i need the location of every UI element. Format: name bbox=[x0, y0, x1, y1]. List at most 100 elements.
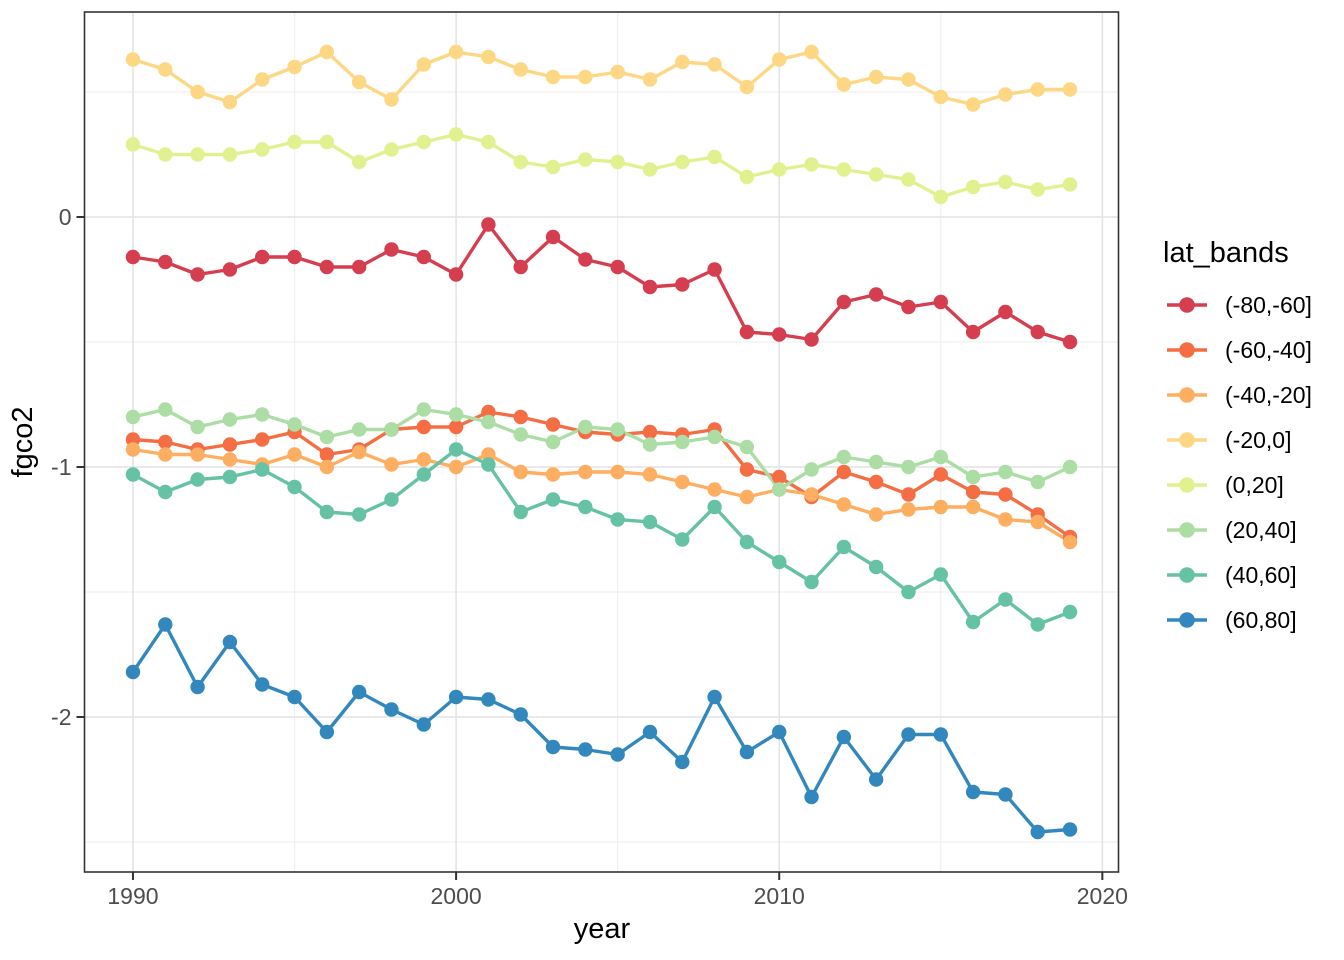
legend-label: (-40,-20] bbox=[1225, 382, 1312, 408]
data-point bbox=[675, 277, 690, 292]
data-point bbox=[804, 332, 819, 347]
data-point bbox=[351, 507, 367, 522]
data-point bbox=[125, 52, 141, 67]
series-points-(20,40] bbox=[125, 402, 1078, 497]
data-point bbox=[772, 162, 787, 177]
data-point bbox=[998, 87, 1013, 102]
data-point bbox=[772, 482, 787, 497]
data-point bbox=[513, 464, 528, 480]
data-point bbox=[1030, 824, 1045, 840]
data-point bbox=[448, 689, 464, 705]
data-point bbox=[416, 467, 431, 482]
data-point bbox=[1030, 514, 1045, 530]
data-point bbox=[772, 327, 787, 342]
data-point bbox=[222, 452, 238, 467]
data-point bbox=[739, 462, 755, 477]
data-point bbox=[675, 154, 690, 170]
data-point bbox=[158, 147, 173, 162]
data-point bbox=[351, 684, 367, 700]
data-point bbox=[416, 249, 431, 265]
legend-key-point-icon bbox=[1179, 522, 1195, 538]
data-point bbox=[448, 419, 464, 435]
data-point bbox=[319, 134, 335, 150]
data-point bbox=[739, 79, 755, 95]
legend-label: (-80,-60] bbox=[1225, 292, 1312, 318]
data-point bbox=[255, 432, 270, 447]
data-point bbox=[222, 469, 238, 485]
data-point bbox=[933, 467, 948, 482]
data-point bbox=[642, 424, 658, 440]
data-point bbox=[545, 739, 561, 755]
x-axis-tick-label: 1990 bbox=[107, 883, 158, 909]
data-point bbox=[287, 447, 302, 462]
data-point bbox=[513, 154, 528, 170]
data-point bbox=[190, 147, 205, 162]
data-point bbox=[868, 772, 884, 787]
data-point bbox=[642, 437, 658, 452]
data-point bbox=[545, 229, 561, 245]
data-point bbox=[481, 447, 496, 462]
data-point bbox=[836, 464, 852, 480]
legend-entry: (0,20] bbox=[1167, 472, 1284, 498]
data-point bbox=[319, 447, 335, 462]
data-point bbox=[255, 462, 270, 477]
data-point bbox=[998, 464, 1013, 480]
data-point bbox=[868, 69, 884, 85]
data-point bbox=[287, 249, 302, 265]
data-point bbox=[481, 49, 496, 65]
data-point bbox=[610, 747, 625, 762]
series-points-(0,20] bbox=[125, 127, 1078, 205]
data-point bbox=[965, 484, 981, 500]
data-point bbox=[1030, 617, 1045, 632]
data-point bbox=[384, 457, 399, 472]
data-point bbox=[868, 559, 884, 575]
data-point bbox=[255, 407, 270, 422]
data-point bbox=[448, 407, 464, 422]
data-point bbox=[545, 159, 561, 175]
data-point bbox=[739, 744, 755, 760]
data-point bbox=[125, 664, 141, 680]
data-point bbox=[125, 432, 141, 447]
legend-entry: (60,80] bbox=[1167, 607, 1297, 633]
data-point bbox=[287, 479, 302, 495]
x-axis-title: year bbox=[574, 913, 631, 945]
data-point bbox=[868, 454, 884, 470]
data-point bbox=[610, 512, 625, 527]
data-point bbox=[319, 504, 335, 520]
data-point bbox=[125, 409, 141, 425]
data-point bbox=[416, 419, 431, 435]
data-point bbox=[416, 717, 431, 732]
data-point bbox=[513, 62, 528, 77]
data-point bbox=[448, 442, 464, 457]
data-point bbox=[222, 94, 238, 110]
data-point bbox=[739, 534, 755, 550]
data-point bbox=[319, 459, 335, 475]
data-point bbox=[222, 412, 238, 427]
data-point bbox=[707, 262, 722, 277]
data-point bbox=[739, 439, 755, 455]
data-point bbox=[642, 72, 658, 87]
data-point bbox=[190, 679, 205, 695]
data-point bbox=[255, 142, 270, 157]
data-point bbox=[836, 729, 852, 745]
data-point bbox=[642, 514, 658, 530]
data-point bbox=[901, 72, 916, 87]
data-point bbox=[190, 472, 205, 487]
data-point bbox=[190, 419, 205, 435]
data-point bbox=[190, 84, 205, 100]
data-point bbox=[513, 427, 528, 442]
data-point bbox=[933, 567, 948, 582]
data-point bbox=[675, 54, 690, 70]
data-point bbox=[836, 497, 852, 512]
data-point bbox=[287, 59, 302, 75]
data-point bbox=[901, 727, 916, 742]
data-point bbox=[610, 154, 625, 170]
data-point bbox=[772, 52, 787, 67]
data-point bbox=[707, 499, 722, 515]
data-point bbox=[158, 484, 173, 500]
legend-label: (60,80] bbox=[1225, 607, 1297, 633]
data-point bbox=[125, 249, 141, 265]
data-point bbox=[901, 172, 916, 187]
data-point bbox=[125, 137, 141, 152]
